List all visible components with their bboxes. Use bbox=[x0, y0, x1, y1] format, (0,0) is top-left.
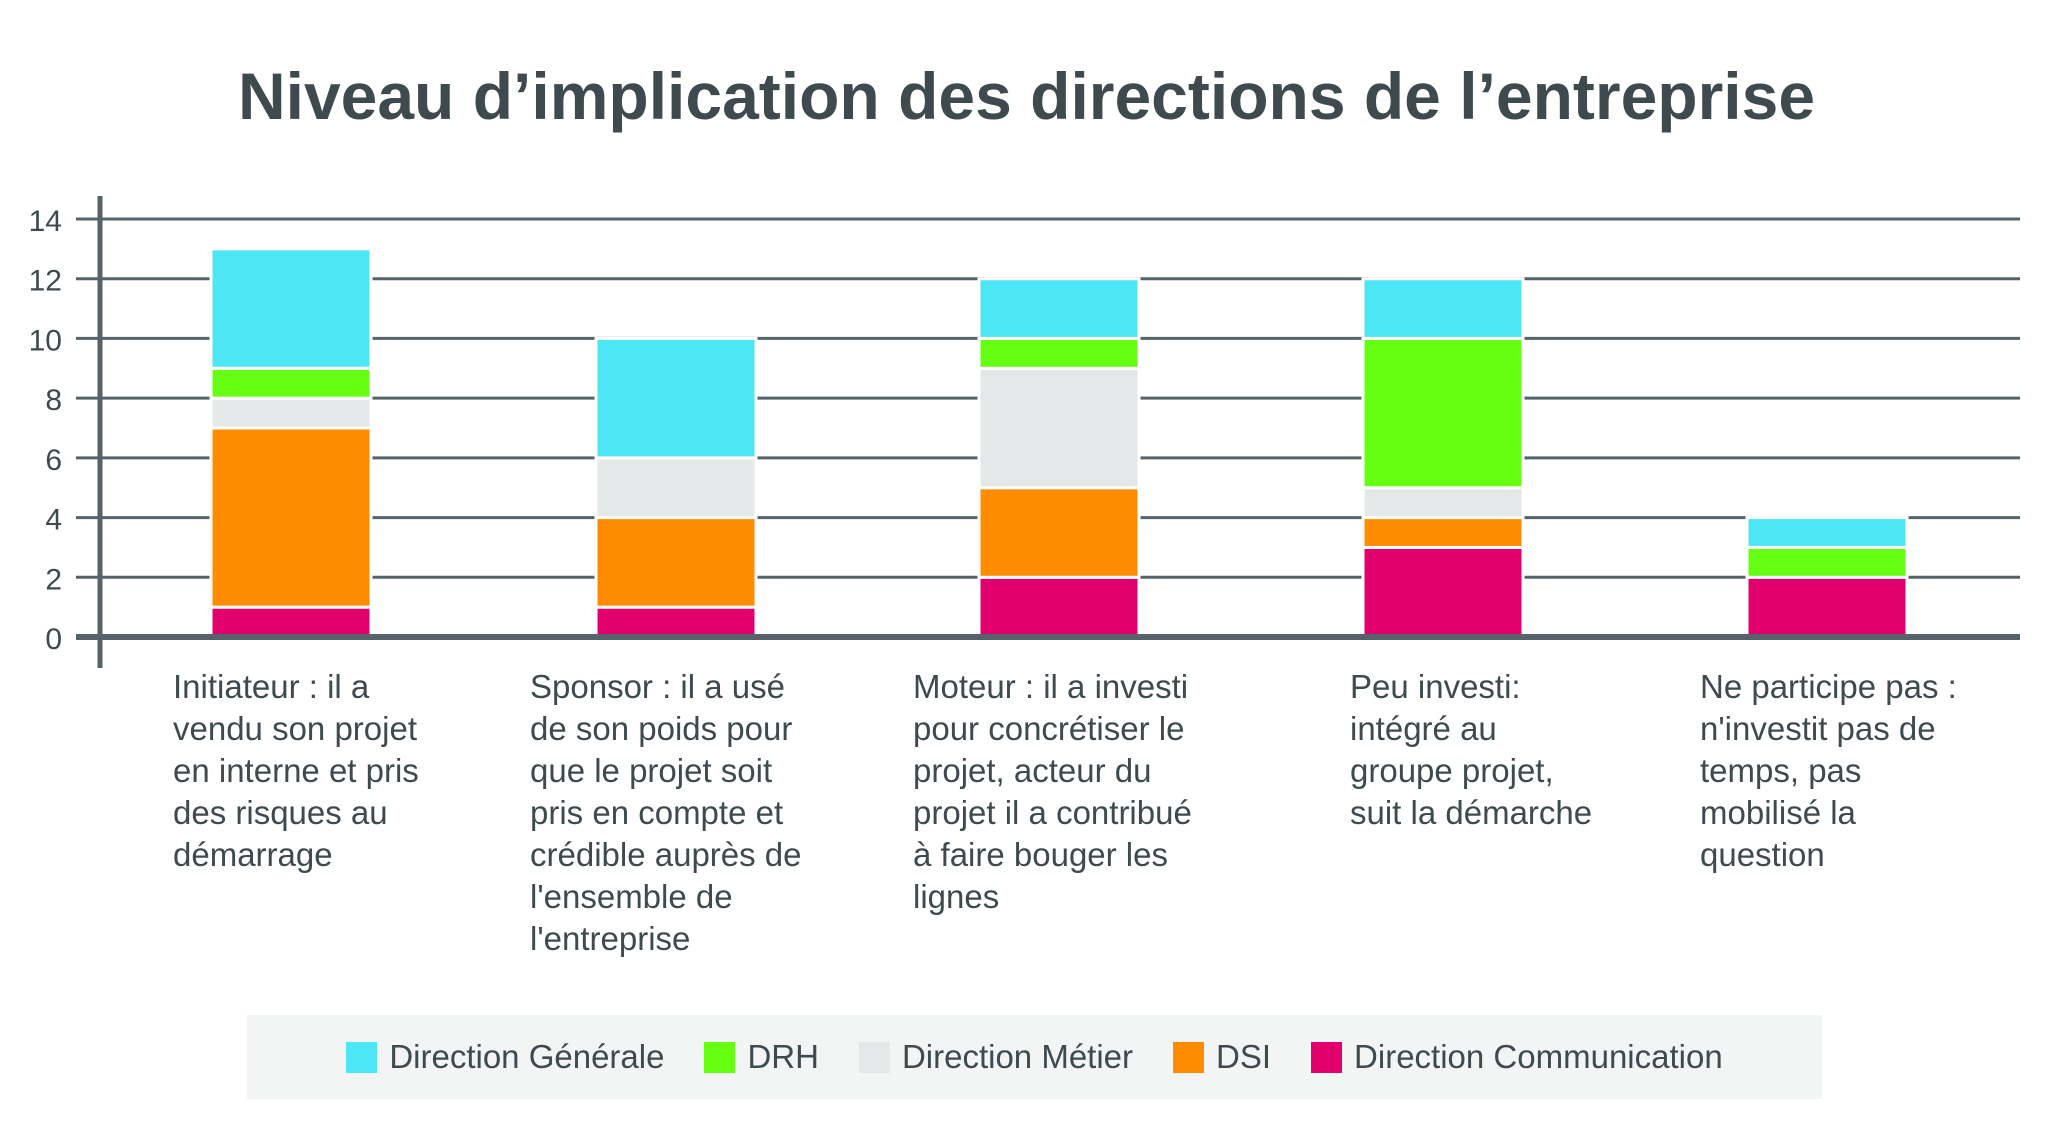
legend-label: Direction Communication bbox=[1354, 1038, 1723, 1075]
y-tick-label: 10 bbox=[29, 324, 62, 357]
legend-item: Direction Générale bbox=[346, 1038, 664, 1076]
legend-swatch bbox=[1173, 1041, 1205, 1073]
bar-segment bbox=[209, 605, 373, 639]
legend-swatch bbox=[704, 1041, 736, 1073]
y-tick-label: 4 bbox=[45, 504, 62, 537]
bar-segment bbox=[594, 605, 758, 639]
bar-segment bbox=[594, 336, 758, 460]
bar-segment bbox=[977, 486, 1141, 579]
bar-segment bbox=[594, 516, 758, 609]
category-label-line: Moteur : il a investi bbox=[913, 668, 1189, 705]
y-tick-label: 14 bbox=[29, 205, 62, 238]
category-label-line: question bbox=[1700, 836, 1825, 873]
bar-segment bbox=[1361, 545, 1525, 639]
bar-segment bbox=[977, 336, 1141, 370]
category-label-line: à faire bouger les bbox=[913, 836, 1168, 873]
y-tick-label: 8 bbox=[45, 384, 62, 417]
legend-swatch bbox=[858, 1041, 890, 1073]
category-label-line: des risques au bbox=[173, 794, 388, 831]
legend-item: Direction Communication bbox=[1311, 1038, 1723, 1076]
bar-segment bbox=[209, 247, 373, 370]
legend-label: Direction Métier bbox=[901, 1038, 1134, 1075]
category-label-line: groupe projet, bbox=[1350, 752, 1554, 789]
bar-segment bbox=[1361, 516, 1525, 549]
chart-title: Niveau d’implication des directions de l… bbox=[237, 59, 1816, 133]
category-label-line: crédible auprès de bbox=[530, 836, 802, 873]
category-label-line: n'investit pas de bbox=[1700, 710, 1936, 747]
category-label-line: Sponsor : il a usé bbox=[530, 668, 785, 705]
category-label-line: pour concrétiser le bbox=[913, 710, 1185, 747]
legend-item: DSI bbox=[1173, 1038, 1271, 1076]
category-label-line: pris en compte et bbox=[530, 794, 784, 831]
category-label-line: projet il a contribué bbox=[913, 794, 1192, 831]
category-label-line: temps, pas bbox=[1700, 752, 1862, 789]
category-label-line: démarrage bbox=[173, 836, 333, 873]
category-label: Sponsor : il a usé de son poids pour que l… bbox=[530, 666, 860, 960]
category-label-line: en interne et pris bbox=[173, 752, 419, 789]
y-tick-label: 2 bbox=[45, 563, 62, 596]
y-tick-label: 12 bbox=[29, 265, 62, 298]
category-label-line: Peu investi: bbox=[1350, 668, 1521, 705]
bar-segment bbox=[209, 396, 373, 430]
category-label: Initiateur : il a vendu son projet en inte… bbox=[173, 666, 503, 876]
category-label-line: mobilisé la bbox=[1700, 794, 1856, 831]
category-label-line: Ne participe pas : bbox=[1700, 668, 1957, 705]
category-label-line: l'ensemble de bbox=[530, 878, 733, 915]
bar-segment bbox=[1745, 545, 1909, 579]
bars bbox=[209, 247, 1909, 639]
legend-label: DSI bbox=[1216, 1038, 1272, 1075]
category-label: Moteur : il a investi pour concrétiser le… bbox=[913, 666, 1243, 918]
bar-segment bbox=[977, 575, 1141, 639]
category-label-line: l'entreprise bbox=[530, 920, 691, 957]
y-tick-labels: 0 2 4 6 8 10 12 14 bbox=[29, 205, 62, 656]
legend: Direction Générale DRH Direction Métier DSI… bbox=[247, 1015, 1822, 1099]
legend-swatch bbox=[346, 1041, 378, 1073]
category-label-line: Initiateur : il a bbox=[173, 668, 370, 705]
category-label-line: projet, acteur du bbox=[913, 752, 1152, 789]
legend-item: Direction Métier bbox=[858, 1038, 1134, 1076]
y-tick-label: 6 bbox=[45, 444, 62, 477]
bar-segment bbox=[1361, 486, 1525, 520]
y-tick-label: 0 bbox=[45, 623, 62, 656]
category-label-line: que le projet soit bbox=[530, 752, 773, 789]
category-label-line: de son poids pour bbox=[530, 710, 793, 747]
category-label-line: intégré au bbox=[1350, 710, 1497, 747]
legend-item: DRH bbox=[704, 1038, 819, 1076]
category-label: Ne participe pas : n'investit pas de temps… bbox=[1700, 666, 2030, 876]
legend-label: DRH bbox=[747, 1038, 819, 1075]
category-label-line: suit la démarche bbox=[1350, 794, 1593, 831]
legend-swatch bbox=[1311, 1041, 1343, 1073]
bar-segment bbox=[594, 456, 758, 520]
bar-segment bbox=[1361, 336, 1525, 490]
bar-segment bbox=[977, 366, 1141, 490]
axes bbox=[76, 196, 2020, 668]
category-label-line: vendu son projet bbox=[173, 710, 418, 747]
bar-segment bbox=[1745, 575, 1909, 639]
bar-segment bbox=[209, 366, 373, 400]
category-label: Peu investi: intégré au groupe projet, suit… bbox=[1350, 666, 1680, 834]
bar-segment bbox=[977, 277, 1141, 340]
bar-segment bbox=[1745, 516, 1909, 549]
bar-segment bbox=[1361, 277, 1525, 340]
legend-label: Direction Générale bbox=[389, 1038, 665, 1075]
category-label-line: lignes bbox=[913, 878, 1000, 915]
bar-segment bbox=[209, 426, 373, 609]
